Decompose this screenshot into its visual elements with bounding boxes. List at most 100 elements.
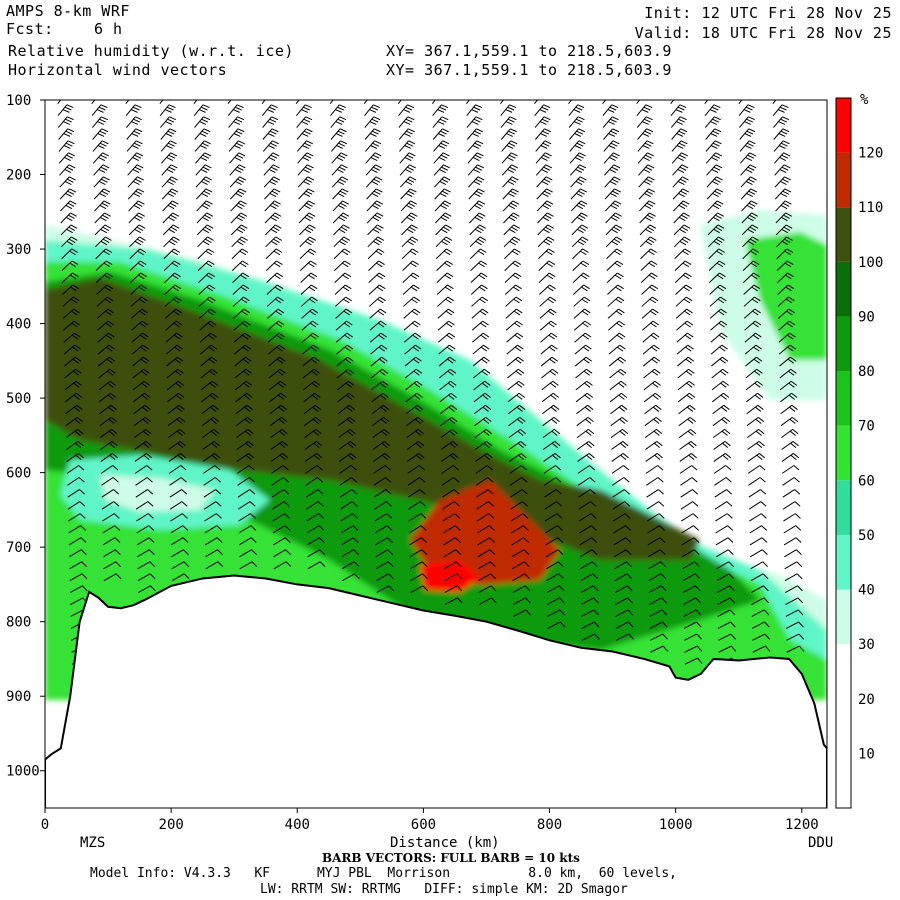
wind-barb xyxy=(204,525,223,534)
wind-barb xyxy=(639,236,657,248)
wind-barb xyxy=(196,212,214,224)
wind-barb xyxy=(607,308,625,319)
wind-barb xyxy=(338,428,356,439)
wind-barb xyxy=(705,128,722,140)
colorbar-label: 30 xyxy=(858,637,875,653)
wind-barb xyxy=(402,284,420,295)
wind-barb xyxy=(707,200,724,212)
wind-barb xyxy=(611,441,629,450)
y-tick-label: 300 xyxy=(6,242,31,258)
wind-barb xyxy=(162,224,180,236)
xy-range-2: XY= 367.1,559.1 to 218.5,603.9 xyxy=(386,61,672,79)
wind-barb xyxy=(645,441,663,450)
wind-barb xyxy=(366,212,384,224)
wind-barb xyxy=(581,621,600,629)
wind-barb xyxy=(573,308,591,319)
wind-barb xyxy=(705,152,723,164)
wind-barb xyxy=(338,416,356,427)
wind-barb xyxy=(739,128,756,140)
wind-barb xyxy=(678,428,697,439)
wind-barb xyxy=(443,549,462,558)
wind-barb xyxy=(581,597,599,605)
wind-barb xyxy=(409,549,428,558)
wind-barb xyxy=(708,260,726,272)
wind-barb xyxy=(67,501,86,510)
wind-barb xyxy=(271,465,289,474)
wind-barb xyxy=(200,368,218,379)
wind-barb xyxy=(128,224,146,236)
wind-barb xyxy=(159,100,172,105)
wind-barb xyxy=(261,100,274,105)
wind-barb xyxy=(167,404,185,415)
wind-barb xyxy=(95,248,113,260)
wind-barb xyxy=(306,501,324,510)
wind-barb xyxy=(776,248,794,260)
station-left: MZS xyxy=(80,835,105,851)
wind-barb xyxy=(103,549,121,558)
wind-barb xyxy=(507,380,525,391)
wind-barb xyxy=(604,200,622,212)
wind-barb xyxy=(541,380,559,391)
wind-barb xyxy=(501,164,519,176)
wind-barb xyxy=(307,537,325,546)
wind-barb xyxy=(96,296,114,307)
x-tick-label: 200 xyxy=(159,817,184,833)
wind-barb xyxy=(194,116,211,128)
wind-barb xyxy=(712,404,730,415)
wind-barb xyxy=(236,453,255,462)
valid-time: Valid: 18 UTC Fri 28 Nov 25 xyxy=(634,24,892,42)
wind-barb xyxy=(438,332,456,343)
wind-barb xyxy=(574,356,593,367)
wind-barb xyxy=(58,128,75,140)
wind-barb xyxy=(265,260,283,272)
wind-barb xyxy=(298,212,316,224)
wind-barb xyxy=(298,200,315,212)
wind-barb xyxy=(603,152,620,164)
wind-barb xyxy=(57,100,70,105)
wind-barb xyxy=(786,645,805,653)
wind-barb xyxy=(130,308,148,319)
wind-barb xyxy=(402,272,420,283)
wind-barb xyxy=(297,164,314,176)
wind-barb xyxy=(607,296,625,307)
colorbar-label: 20 xyxy=(858,692,875,708)
wind-barb xyxy=(338,441,357,450)
wind-barb xyxy=(535,140,552,152)
wind-barb xyxy=(472,356,490,367)
wind-barb xyxy=(576,404,594,415)
wind-barb xyxy=(201,392,219,403)
wind-barb xyxy=(569,140,586,152)
wind-barb xyxy=(739,152,757,164)
wind-barb xyxy=(778,320,796,331)
wind-barb xyxy=(539,320,557,331)
wind-barb xyxy=(199,332,217,343)
wind-barb xyxy=(331,164,348,176)
wind-barb xyxy=(476,501,494,510)
wind-barb xyxy=(441,453,459,462)
wind-barb xyxy=(62,284,80,295)
wind-barb xyxy=(704,104,721,116)
wind-barb xyxy=(581,609,600,617)
colorbar-frame xyxy=(835,97,852,809)
wind-barb xyxy=(469,224,486,236)
wind-barb xyxy=(273,549,291,558)
wind-barb xyxy=(407,489,426,498)
wind-barb xyxy=(613,537,632,546)
wind-barb xyxy=(169,501,188,510)
colorbar-label: 10 xyxy=(858,746,875,762)
wind-barb xyxy=(132,380,151,391)
wind-barb xyxy=(336,344,354,355)
wind-barb xyxy=(171,561,190,570)
wind-barb xyxy=(230,188,247,200)
colorbar-swatch xyxy=(836,371,851,426)
wind-barb xyxy=(399,152,416,164)
wind-barb xyxy=(65,404,83,415)
wind-barb xyxy=(366,188,383,200)
wind-barb xyxy=(199,344,218,355)
wind-barb xyxy=(333,248,351,260)
model-title: AMPS 8-km WRF xyxy=(6,2,130,20)
wind-barb xyxy=(475,465,493,474)
wind-barb xyxy=(233,308,251,319)
wind-barb xyxy=(401,236,419,248)
wind-barb xyxy=(504,248,521,260)
